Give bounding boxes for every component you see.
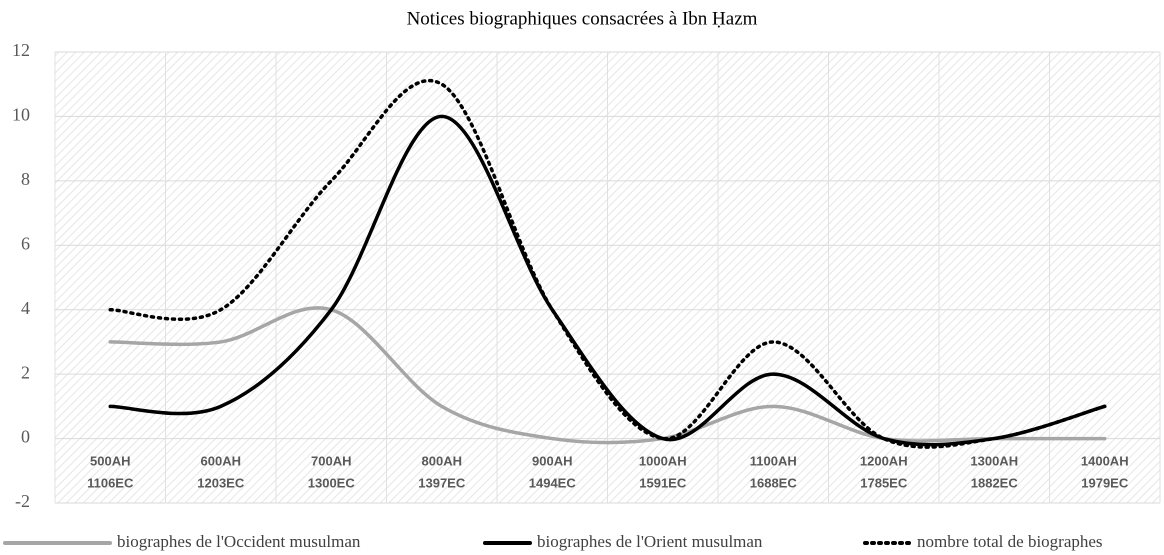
- x-tick-label: 1200AH: [860, 453, 908, 468]
- series-line: [108, 306, 1107, 445]
- x-tick-label: 1000AH: [639, 453, 687, 468]
- x-tick-label: 800AH: [422, 453, 462, 468]
- chart-title: Notices biographiques consacrées à Ibn Ḥ…: [407, 8, 758, 29]
- y-tick-label: 12: [12, 40, 30, 60]
- x-tick-label: 1397EC: [418, 475, 466, 490]
- x-tick-label: 1400AH: [1081, 453, 1129, 468]
- x-tick-label: 900AH: [532, 453, 572, 468]
- x-tick-label: 1688EC: [750, 475, 798, 490]
- legend-label: nombre total de biographes: [917, 532, 1103, 551]
- x-tick-label: 1591EC: [639, 475, 687, 490]
- x-tick-label: 600AH: [201, 453, 241, 468]
- y-tick-label: 6: [21, 233, 30, 253]
- x-tick-label: 1300AH: [970, 453, 1018, 468]
- x-tick-label: 1882EC: [971, 475, 1019, 490]
- y-tick-label: -2: [15, 491, 30, 511]
- y-tick-label: 2: [21, 362, 30, 382]
- x-tick-label: 1203EC: [197, 475, 245, 490]
- y-tick-label: 4: [21, 298, 30, 318]
- x-tick-label: 1106EC: [87, 475, 134, 490]
- x-tick-label: 700AH: [311, 453, 351, 468]
- x-tick-label: 1300EC: [308, 475, 356, 490]
- x-tick-label: 500AH: [90, 453, 130, 468]
- series-line: [108, 79, 1107, 449]
- x-tick-label: 1100AH: [750, 453, 797, 468]
- legend-label: biographes de l'Orient musulman: [537, 532, 763, 551]
- x-tick-label: 1979EC: [1081, 475, 1129, 490]
- y-tick-label: 8: [21, 169, 30, 189]
- y-tick-label: 0: [21, 427, 30, 447]
- x-tick-label: 1785EC: [860, 475, 908, 490]
- x-tick-label: 1494EC: [529, 475, 577, 490]
- legend-label: biographes de l'Occident musulman: [117, 532, 361, 551]
- y-tick-label: 10: [12, 105, 30, 125]
